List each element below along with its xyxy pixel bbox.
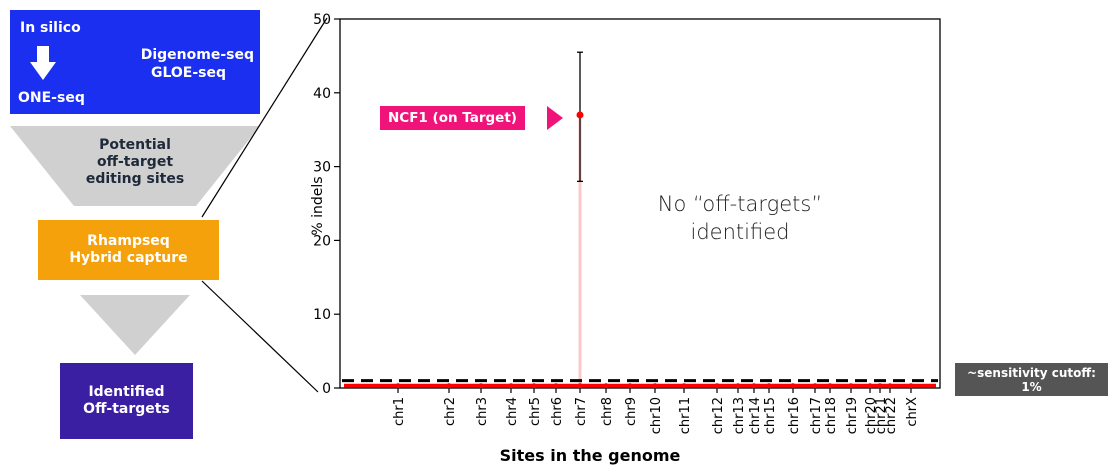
- site-point: [751, 383, 757, 389]
- site-point: [887, 383, 893, 389]
- x-tick-label: chr19: [845, 397, 860, 434]
- site-point: [766, 383, 772, 389]
- y-tick-label: 0: [322, 381, 331, 397]
- gloe-seq-label: GLOE-seq: [150, 65, 226, 81]
- x-tick-label: chr14: [748, 397, 763, 434]
- in-silico-label: In silico: [20, 20, 81, 36]
- no-off-line2: identified: [690, 220, 790, 244]
- site-point: [908, 383, 914, 389]
- funnel-triangle: [80, 295, 190, 355]
- data-marks: [342, 51, 938, 389]
- y-axis-label: % indels: [310, 176, 326, 235]
- site-point: [627, 383, 633, 389]
- x-axis: chr1 chr2 chr3 chr4 chr5 chr6 chr7 chr8 chr9 chr1…: [392, 388, 920, 434]
- arrow-down-icon: [30, 46, 56, 80]
- x-tick-label: chr9: [624, 397, 639, 426]
- digenome-seq-label: Digenome-seq: [140, 47, 254, 63]
- site-point: [867, 383, 873, 389]
- potential-label: Potential: [99, 137, 171, 153]
- site-point: [735, 383, 741, 389]
- funnel-shape: [10, 126, 260, 206]
- x-tick-label: chr12: [711, 397, 726, 434]
- site-point: [812, 383, 818, 389]
- site-point: [848, 383, 854, 389]
- no-off-line1: No “off-targets”: [657, 192, 823, 216]
- off-targets-label: Off-targets: [83, 401, 170, 417]
- rhampseq-box: Rhampseq Hybrid capture: [38, 220, 219, 280]
- rhampseq-label: Rhampseq: [87, 233, 170, 249]
- site-point: [714, 383, 720, 389]
- site-point: [827, 383, 833, 389]
- y-tick-label: 20: [313, 233, 331, 249]
- site-point: [508, 383, 514, 389]
- site-point: [877, 383, 883, 389]
- x-tick-label: chr7: [574, 397, 589, 426]
- site-point: [577, 383, 583, 389]
- on-target-pointer: [547, 106, 563, 130]
- site-point: [478, 383, 484, 389]
- x-tick-label: chr17: [809, 397, 824, 434]
- hybrid-capture-label: Hybrid capture: [69, 250, 188, 266]
- identified-box: Identified Off-targets: [60, 363, 193, 439]
- zoom-line-top: [201, 17, 328, 218]
- y-tick-label: 10: [313, 307, 331, 323]
- site-point: [553, 383, 559, 389]
- y-tick-label: 50: [313, 12, 331, 28]
- site-point: [446, 383, 452, 389]
- site-point: [681, 383, 687, 389]
- sensitivity-cutoff-badge: ~sensitivity cutoff: 1%: [955, 363, 1108, 396]
- zoom-line-bottom: [201, 280, 319, 393]
- cutoff-line2: 1%: [1021, 379, 1042, 394]
- in-silico-box: In silico ONE-seq Digenome-seq GLOE-seq: [10, 10, 260, 114]
- x-tick-label: chr18: [824, 397, 839, 434]
- x-tick-label: chr22: [884, 397, 899, 434]
- x-tick-label: chr6: [550, 397, 565, 426]
- site-point: [395, 383, 401, 389]
- on-target-point: [576, 111, 584, 119]
- x-tick-label: chrX: [905, 397, 920, 427]
- site-point: [790, 383, 796, 389]
- x-tick-label: chr10: [649, 397, 664, 434]
- no-off-targets-annotation: No “off-targets” identified: [600, 190, 880, 246]
- off-target-label: off-target: [96, 154, 174, 170]
- site-point: [531, 383, 537, 389]
- on-target-label: NCF1 (on Target): [380, 106, 525, 130]
- x-tick-label: chr4: [505, 397, 520, 426]
- x-tick-label: chr21: [874, 397, 889, 434]
- one-seq-label: ONE-seq: [18, 90, 85, 106]
- identified-label: Identified: [88, 384, 165, 400]
- x-axis-label: Sites in the genome: [499, 446, 681, 465]
- y-tick-label: 30: [313, 160, 331, 176]
- x-tick-label: chr3: [475, 397, 490, 426]
- site-point: [603, 383, 609, 389]
- plot-frame: [339, 18, 941, 389]
- editing-sites-label: editing sites: [85, 171, 185, 187]
- cutoff-line1: ~sensitivity cutoff:: [967, 365, 1096, 380]
- x-tick-label: chr2: [443, 397, 458, 426]
- x-tick-label: chr15: [763, 397, 778, 434]
- x-tick-label: chr1: [392, 397, 407, 426]
- x-tick-label: chr11: [678, 397, 693, 434]
- x-tick-label: chr5: [528, 397, 543, 426]
- x-tick-label: chr13: [732, 397, 747, 434]
- x-tick-label: chr16: [787, 397, 802, 434]
- x-tick-label: chr20: [864, 397, 879, 434]
- y-tick-label: 40: [313, 86, 331, 102]
- site-point: [652, 383, 658, 389]
- y-axis: 0 10 20 30 40 50: [313, 12, 340, 397]
- x-tick-label: chr8: [600, 397, 615, 426]
